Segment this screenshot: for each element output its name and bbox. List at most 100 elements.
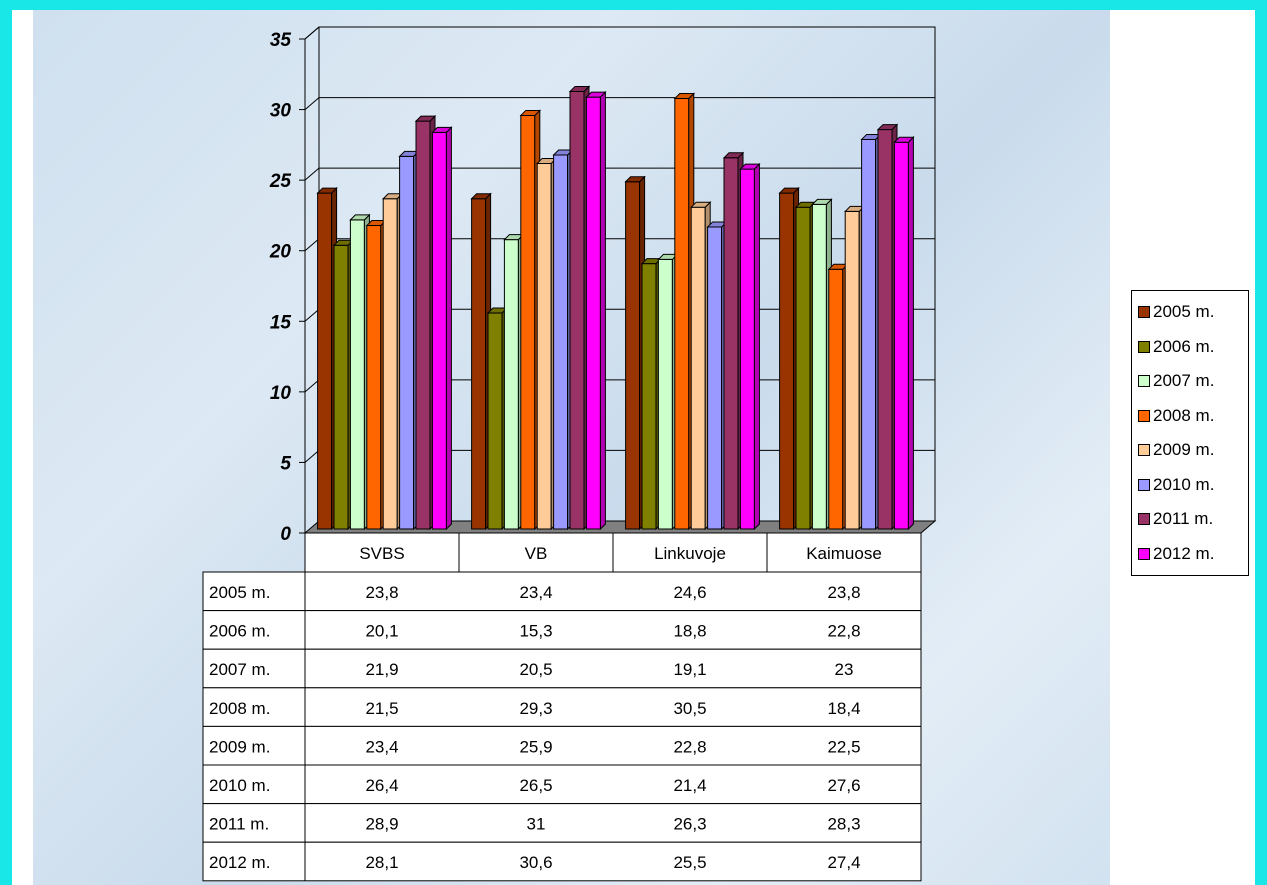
- bar-side: [753, 162, 760, 531]
- bar-front: [861, 138, 877, 530]
- legend-swatch: [1138, 409, 1150, 422]
- legend-item: 2012 m.: [1132, 537, 1248, 572]
- bar-front: [471, 198, 487, 530]
- legend-swatch: [1138, 306, 1150, 319]
- table-cell: 20,5: [519, 660, 552, 679]
- legend-item: 2009 m.: [1132, 433, 1248, 468]
- bar-top: [349, 214, 371, 221]
- frame-top-border: [0, 0, 1267, 10]
- bar-front: [536, 162, 552, 530]
- bar-front: [569, 90, 585, 530]
- legend-label: 2005 m.: [1153, 302, 1215, 322]
- y-tick-label: 30: [270, 101, 292, 122]
- bar-top: [568, 85, 591, 92]
- gridline-depth: [304, 167, 320, 181]
- legend-label: 2012 m.: [1153, 543, 1215, 563]
- bar-side: [445, 126, 452, 531]
- row-label: 2010 m.: [209, 776, 270, 795]
- table-cell: 23,8: [827, 583, 860, 602]
- table-cell: 25,9: [519, 737, 552, 756]
- bar-top: [778, 187, 800, 194]
- bar-front: [399, 155, 415, 530]
- y-tick-label: 15: [270, 312, 292, 333]
- category-label: Kaimuose: [806, 544, 882, 563]
- bars: [316, 85, 915, 531]
- y-tick-label: 25: [269, 171, 292, 192]
- bar-front: [707, 226, 723, 530]
- table-cell: 27,4: [827, 853, 860, 872]
- legend-swatch: [1138, 547, 1150, 560]
- row-label: 2007 m.: [209, 660, 270, 679]
- bar-front: [641, 263, 657, 530]
- bar-front: [877, 129, 893, 530]
- bar-front: [520, 114, 536, 530]
- bar-front: [382, 198, 398, 530]
- table-row: [202, 764, 922, 805]
- bar-front: [366, 225, 382, 530]
- bar-front: [657, 258, 673, 530]
- table-cell: 20,1: [365, 622, 398, 641]
- row-label: 2005 m.: [209, 583, 270, 602]
- y-tick-label: 5: [280, 453, 291, 474]
- bar-front: [795, 206, 811, 530]
- legend-swatch: [1138, 444, 1150, 457]
- bar-front: [828, 268, 844, 530]
- bar-side: [907, 136, 914, 531]
- table-cell: 19,1: [673, 660, 706, 679]
- legend-item: 2007 m.: [1132, 364, 1248, 399]
- bar-front: [674, 98, 690, 530]
- table-row: [202, 648, 922, 689]
- category-label: SVBS: [359, 544, 404, 563]
- bar-front: [779, 192, 795, 530]
- gridline-depth: [304, 379, 320, 393]
- bar-top: [470, 193, 492, 200]
- y-tick-label: 10: [270, 383, 292, 404]
- bar-top: [893, 136, 915, 143]
- legend-swatch: [1138, 340, 1150, 353]
- bar-front: [893, 141, 909, 530]
- bar-top: [689, 201, 712, 208]
- table-cell: 30,6: [519, 853, 552, 872]
- legend-swatch: [1138, 513, 1150, 526]
- gridline-depth: [304, 238, 320, 252]
- bar-top: [519, 109, 542, 116]
- bar-front: [503, 239, 519, 530]
- bar-front: [723, 157, 739, 530]
- table-cell: 23,4: [519, 583, 552, 602]
- table-cell: 21,5: [365, 699, 398, 718]
- gridline-depth: [304, 308, 320, 322]
- bar-front: [585, 96, 601, 530]
- table-cell: 31: [527, 815, 546, 834]
- table-cell: 21,9: [365, 660, 398, 679]
- legend-swatch: [1138, 375, 1150, 388]
- legend: 2005 m. 2006 m. 2007 m. 2008 m. 2009 m. 2010 …: [1131, 290, 1249, 576]
- table-cell: 27,6: [827, 776, 860, 795]
- legend-item: 2008 m.: [1132, 399, 1248, 434]
- y-tick-label: 35: [270, 30, 292, 51]
- table-cell: 28,9: [365, 815, 398, 834]
- bar-front: [811, 203, 827, 530]
- row-label: 2011 m.: [209, 815, 269, 834]
- legend-item: 2011 m.: [1132, 502, 1248, 537]
- table-cell: 22,8: [673, 737, 706, 756]
- table-cell: 26,4: [365, 776, 398, 795]
- category-label: VB: [525, 544, 548, 563]
- table-cell: 23: [835, 660, 854, 679]
- bar-top: [811, 198, 833, 205]
- bar-front: [431, 131, 447, 530]
- frame-left-border: [0, 0, 12, 885]
- bar-top: [673, 93, 696, 100]
- category-label: Linkuvoje: [654, 544, 726, 563]
- row-label: 2006 m.: [209, 622, 270, 641]
- legend-label: 2007 m.: [1153, 371, 1215, 391]
- bar-top: [722, 152, 745, 159]
- table-cell: 29,3: [519, 699, 552, 718]
- bar-front: [349, 219, 365, 530]
- bar-top: [414, 115, 437, 122]
- bar-top: [876, 124, 899, 131]
- bar-top: [585, 91, 607, 98]
- legend-label: 2008 m.: [1153, 405, 1215, 425]
- table-cell: 24,6: [673, 583, 706, 602]
- table-cell: 15,3: [519, 622, 552, 641]
- bar-side: [599, 90, 606, 531]
